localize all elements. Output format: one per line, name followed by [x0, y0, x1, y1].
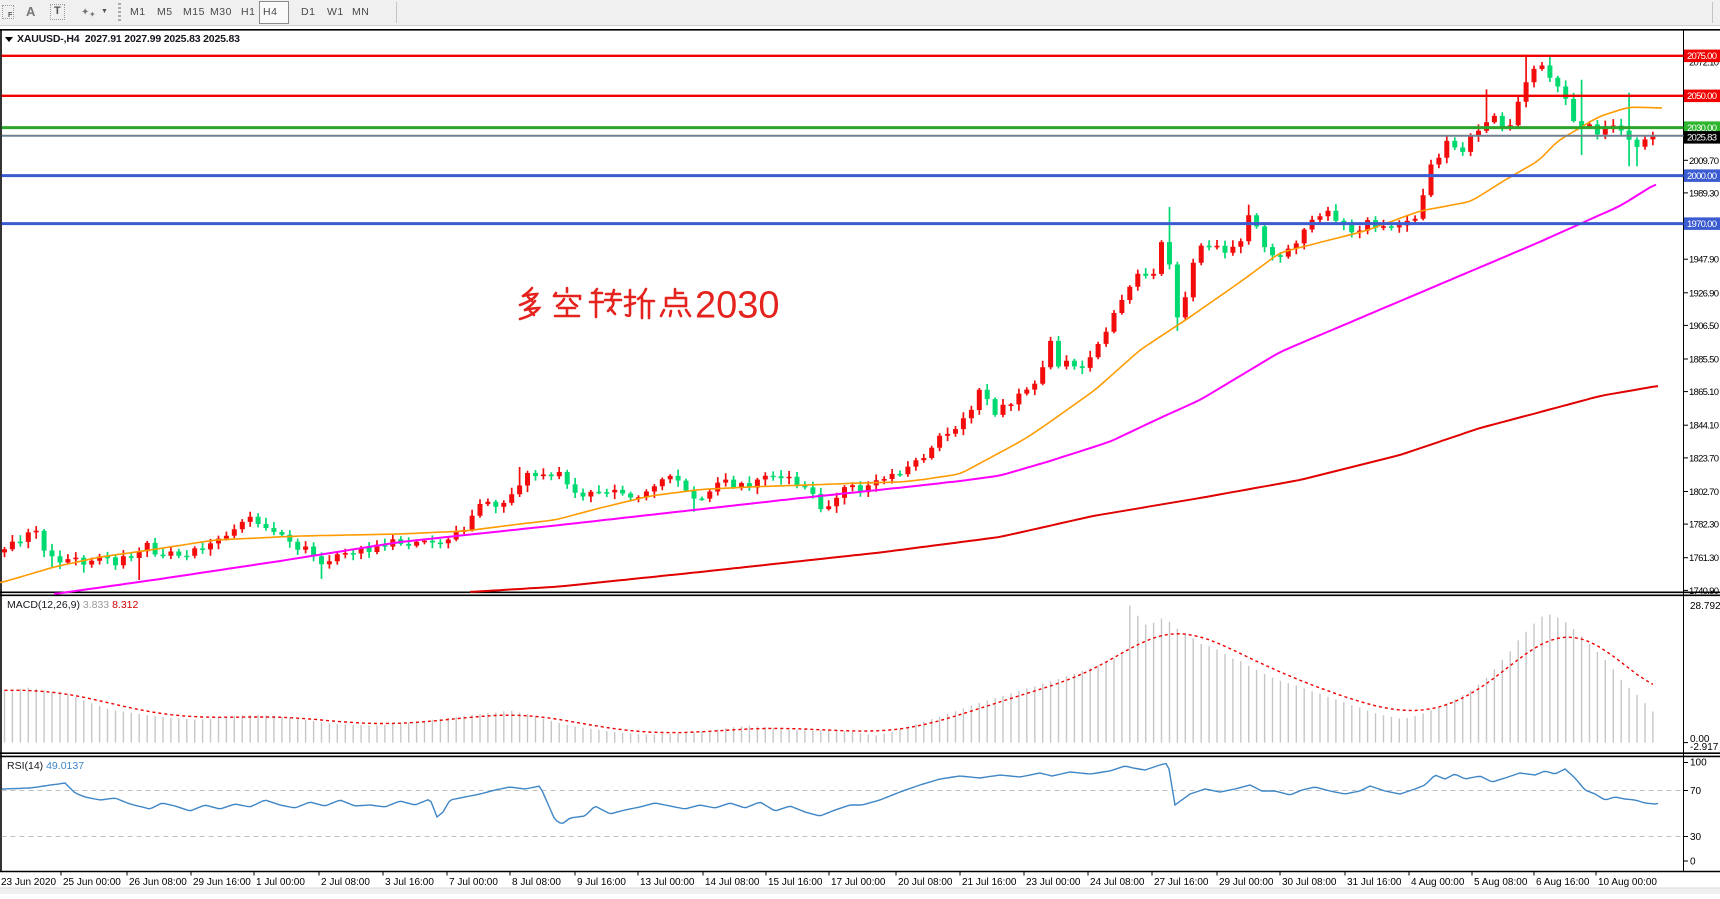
svg-text:1740.90: 1740.90	[1689, 586, 1719, 597]
svg-text:29 Jul 00:00: 29 Jul 00:00	[1219, 877, 1274, 888]
svg-text:28.792: 28.792	[1690, 601, 1720, 612]
svg-text:1947.90: 1947.90	[1689, 255, 1719, 266]
svg-text:6 Aug 16:00: 6 Aug 16:00	[1536, 877, 1590, 888]
svg-text:2025.83: 2025.83	[1687, 133, 1717, 144]
svg-text:1926.90: 1926.90	[1689, 288, 1719, 299]
svg-text:25 Jun 00:00: 25 Jun 00:00	[63, 877, 121, 888]
svg-text:MACD(12,26,9) 3.833 8.312: MACD(12,26,9) 3.833 8.312	[7, 599, 138, 611]
svg-text:20 Jul 08:00: 20 Jul 08:00	[898, 877, 953, 888]
svg-text:1844.10: 1844.10	[1689, 421, 1719, 432]
svg-text:1802.70: 1802.70	[1689, 487, 1719, 498]
svg-text:2000.00: 2000.00	[1687, 171, 1717, 182]
svg-text:4 Aug 00:00: 4 Aug 00:00	[1411, 877, 1465, 888]
svg-text:24 Jul 08:00: 24 Jul 08:00	[1090, 877, 1145, 888]
svg-text:0.00: 0.00	[1690, 734, 1710, 745]
svg-text:2075.00: 2075.00	[1687, 51, 1717, 62]
svg-text:2030.00: 2030.00	[1687, 123, 1717, 134]
svg-text:0: 0	[1690, 857, 1696, 868]
svg-text:26 Jun 08:00: 26 Jun 08:00	[129, 877, 187, 888]
svg-text:30: 30	[1690, 832, 1702, 843]
svg-text:14 Jul 08:00: 14 Jul 08:00	[705, 877, 760, 888]
svg-text:1865.10: 1865.10	[1689, 387, 1719, 398]
svg-text:8 Jul 08:00: 8 Jul 08:00	[512, 877, 561, 888]
svg-text:29 Jun 16:00: 29 Jun 16:00	[193, 877, 251, 888]
svg-text:9 Jul 16:00: 9 Jul 16:00	[577, 877, 626, 888]
svg-text:-2.917: -2.917	[1690, 742, 1719, 753]
svg-text:7 Jul 00:00: 7 Jul 00:00	[449, 877, 498, 888]
svg-text:1906.50: 1906.50	[1689, 321, 1719, 332]
svg-text:2050.00: 2050.00	[1687, 91, 1717, 102]
svg-text:1823.70: 1823.70	[1689, 453, 1719, 464]
svg-text:31 Jul 16:00: 31 Jul 16:00	[1347, 877, 1402, 888]
svg-text:100: 100	[1690, 758, 1707, 769]
svg-text:27 Jul 16:00: 27 Jul 16:00	[1154, 877, 1209, 888]
svg-text:21 Jul 16:00: 21 Jul 16:00	[962, 877, 1017, 888]
svg-text:2072.10: 2072.10	[1689, 57, 1719, 68]
svg-text:23 Jul 00:00: 23 Jul 00:00	[1026, 877, 1081, 888]
svg-text:3 Jul 16:00: 3 Jul 16:00	[385, 877, 434, 888]
svg-text:5 Aug 08:00: 5 Aug 08:00	[1474, 877, 1528, 888]
svg-text:1761.30: 1761.30	[1689, 553, 1719, 564]
svg-text:23 Jun 2020: 23 Jun 2020	[1, 877, 56, 888]
svg-text:1885.50: 1885.50	[1689, 355, 1719, 366]
svg-text:2030: 2030	[695, 285, 780, 327]
svg-text:30 Jul 08:00: 30 Jul 08:00	[1282, 877, 1337, 888]
svg-text:70: 70	[1690, 786, 1702, 797]
svg-text:RSI(14) 49.0137: RSI(14) 49.0137	[7, 760, 84, 772]
svg-text:1989.30: 1989.30	[1689, 188, 1719, 199]
svg-text:17 Jul 00:00: 17 Jul 00:00	[831, 877, 886, 888]
svg-text:10 Aug 00:00: 10 Aug 00:00	[1598, 877, 1657, 888]
svg-text:2 Jul 08:00: 2 Jul 08:00	[321, 877, 370, 888]
svg-text:1 Jul 00:00: 1 Jul 00:00	[256, 877, 305, 888]
svg-text:1970.00: 1970.00	[1687, 219, 1717, 230]
svg-text:XAUUSD-,H4 2027.91 2027.99 20: XAUUSD-,H4 2027.91 2027.99 2025.83 2025.…	[17, 33, 240, 45]
svg-text:1782.30: 1782.30	[1689, 520, 1719, 531]
svg-text:2009.70: 2009.70	[1689, 156, 1719, 167]
svg-text:15 Jul 16:00: 15 Jul 16:00	[768, 877, 823, 888]
svg-text:13 Jul 00:00: 13 Jul 00:00	[640, 877, 695, 888]
